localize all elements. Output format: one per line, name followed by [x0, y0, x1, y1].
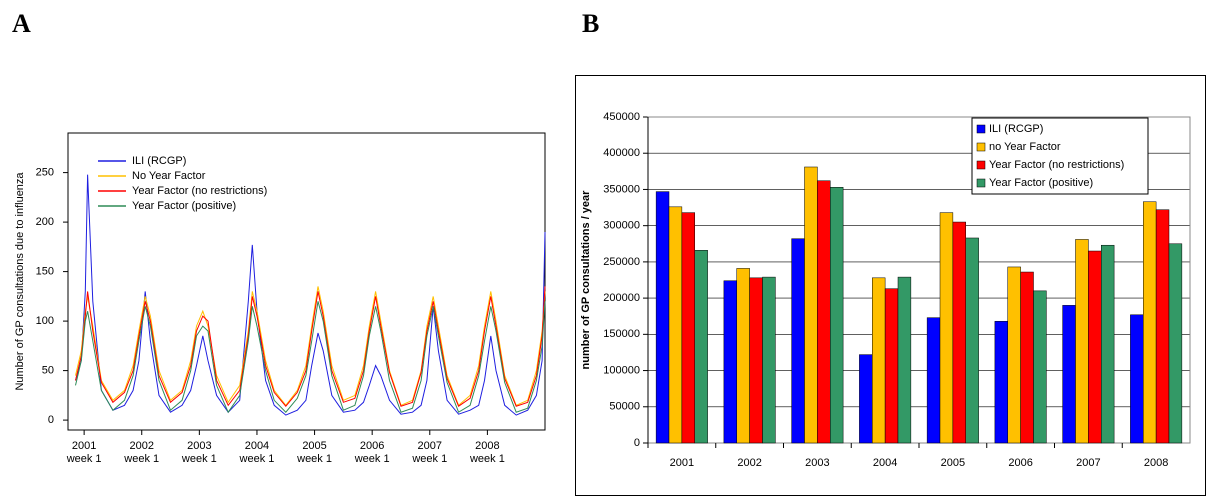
legend-swatch: [976, 124, 986, 134]
bar: [1130, 314, 1144, 444]
panel-label: A: [12, 9, 31, 38]
bar: [872, 277, 886, 444]
y-tick-label: 250000: [603, 256, 640, 268]
x-tick-label: 2002 week 1: [124, 440, 160, 465]
legend-label: Year Factor (positive): [989, 177, 1093, 189]
y-tick-label: 100: [36, 315, 54, 327]
bar: [1100, 244, 1115, 444]
bar: [736, 268, 750, 444]
bar: [723, 280, 738, 444]
legend-swatch: [976, 160, 986, 170]
panel-label: B: [582, 9, 599, 38]
legend-label: ILI (RCGP): [132, 155, 186, 167]
bar: [668, 206, 683, 444]
bar: [994, 321, 1009, 444]
y-axis-title: number of GP consultations / year: [580, 190, 592, 370]
bar: [681, 212, 695, 444]
bar: [829, 187, 844, 444]
x-tick-label: 2004 week 1: [239, 440, 275, 465]
y-axis-title: Number of GP consultations due to influe…: [14, 172, 26, 391]
bar: [1062, 305, 1076, 444]
bar: [1168, 243, 1183, 444]
bar: [804, 166, 818, 444]
y-tick-label: 300000: [603, 220, 640, 232]
y-tick-label: 0: [48, 414, 54, 426]
x-tick-label: 2007 week 1: [412, 440, 448, 465]
x-tick-label: 2001: [670, 457, 694, 469]
x-tick-label: 2005 week 1: [297, 440, 332, 465]
bar: [762, 276, 776, 444]
panel-frame: [575, 75, 1206, 496]
legend-label: No Year Factor: [132, 170, 206, 182]
bar: [859, 354, 873, 444]
series-line: [75, 286, 546, 407]
y-tick-label: 100000: [603, 364, 640, 376]
y-tick-label: 0: [634, 437, 640, 449]
bar: [1075, 239, 1089, 444]
y-tick-label: 400000: [603, 147, 640, 159]
x-tick-label: 2003: [805, 457, 829, 469]
legend-label: Year Factor (no restrictions): [989, 159, 1124, 171]
legend-box: [971, 117, 1149, 195]
y-tick-label: 450000: [603, 111, 640, 123]
bar: [952, 221, 966, 444]
series-line: [75, 301, 546, 414]
series-line: [75, 286, 546, 407]
x-tick-label: 2007: [1076, 457, 1100, 469]
y-tick-label: 150000: [603, 328, 640, 340]
y-tick-label: 200: [36, 216, 54, 228]
y-tick-label: 50000: [609, 401, 640, 413]
bar: [965, 237, 979, 444]
y-tick-label: 150: [36, 266, 54, 278]
y-tick-label: 50: [42, 365, 54, 377]
legend-label: no Year Factor: [989, 141, 1061, 153]
y-tick-label: 350000: [603, 183, 640, 195]
legend-label: Year Factor (positive): [132, 200, 236, 212]
bar: [655, 191, 670, 444]
x-tick-label: 2008: [1144, 457, 1168, 469]
legend-label: ILI (RCGP): [989, 123, 1043, 135]
legend-swatch: [976, 178, 986, 188]
bar: [791, 238, 805, 444]
bar: [749, 277, 763, 444]
legend-swatch: [976, 142, 986, 152]
x-tick-label: 2003 week 1: [181, 440, 217, 465]
bar: [1155, 209, 1170, 444]
bar: [884, 288, 899, 444]
x-tick-label: 2008 week 1: [469, 440, 505, 465]
y-tick-label: 200000: [603, 292, 640, 304]
legend-label: Year Factor (no restrictions): [132, 185, 267, 197]
x-tick-label: 2006: [1008, 457, 1032, 469]
plot-frame: [67, 132, 546, 431]
bar: [1007, 266, 1021, 444]
bar: [1033, 290, 1047, 444]
x-tick-label: 2006 week 1: [354, 440, 390, 465]
x-tick-label: 2002: [737, 457, 761, 469]
x-tick-label: 2005: [941, 457, 965, 469]
y-tick-label: 250: [36, 167, 54, 179]
bar: [817, 180, 831, 444]
bar: [1143, 201, 1157, 444]
bar: [694, 250, 708, 444]
x-tick-label: 2001 week 1: [66, 440, 102, 465]
bar: [1088, 250, 1102, 444]
bar: [1020, 271, 1034, 444]
bar: [926, 317, 941, 444]
bar: [939, 212, 954, 444]
x-tick-label: 2004: [873, 457, 897, 469]
bar: [897, 276, 912, 444]
